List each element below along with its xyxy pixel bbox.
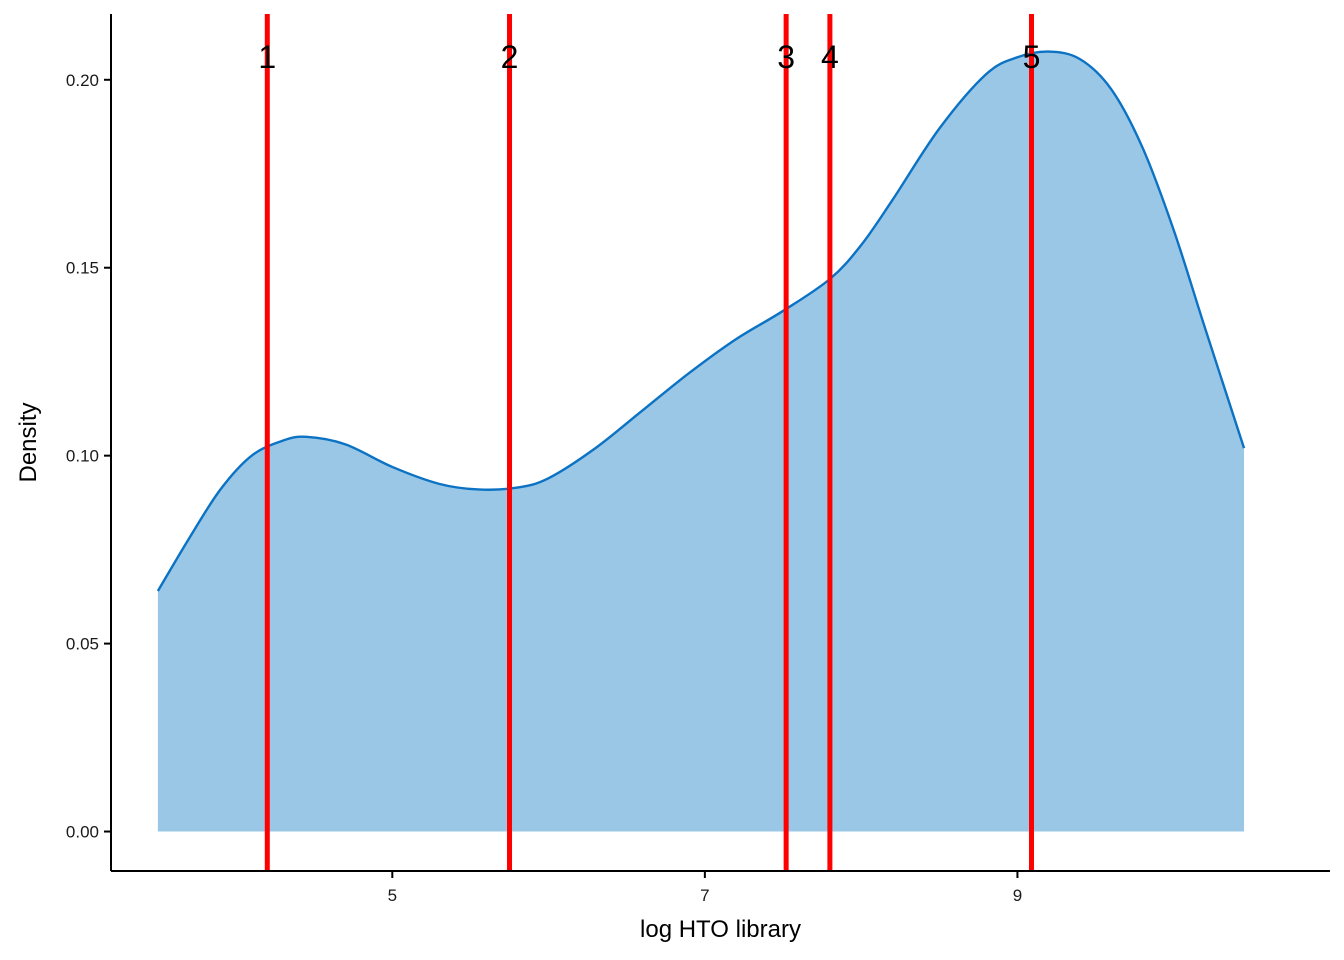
- vline-label-2: 2: [501, 39, 519, 75]
- density-area-fill: [157, 51, 1245, 832]
- x-tick-label: 9: [1013, 886, 1022, 905]
- y-tick-label: 0.15: [66, 259, 99, 278]
- x-tick-label: 7: [700, 886, 709, 905]
- x-axis-ticks: 5 7 9: [388, 871, 1022, 905]
- x-axis-title: log HTO library: [640, 916, 801, 943]
- vline-label-3: 3: [777, 39, 795, 75]
- y-tick-label: 0.10: [66, 447, 99, 466]
- density-curve-line: [156, 50, 1246, 592]
- vline-label-4: 4: [821, 39, 839, 75]
- y-axis-ticks: 0.00 0.05 0.10 0.15 0.20: [66, 71, 111, 842]
- y-tick-label: 0.20: [66, 71, 99, 90]
- vline-label-5: 5: [1023, 39, 1041, 75]
- x-tick-label: 5: [388, 886, 397, 905]
- y-tick-label: 0.00: [66, 823, 99, 842]
- axes: 0.00 0.05 0.10 0.15 0.20 5 7 9: [66, 14, 1330, 905]
- y-axis-title: Density: [15, 402, 42, 482]
- y-tick-label: 0.05: [66, 635, 99, 654]
- vline-label-1: 1: [258, 39, 276, 75]
